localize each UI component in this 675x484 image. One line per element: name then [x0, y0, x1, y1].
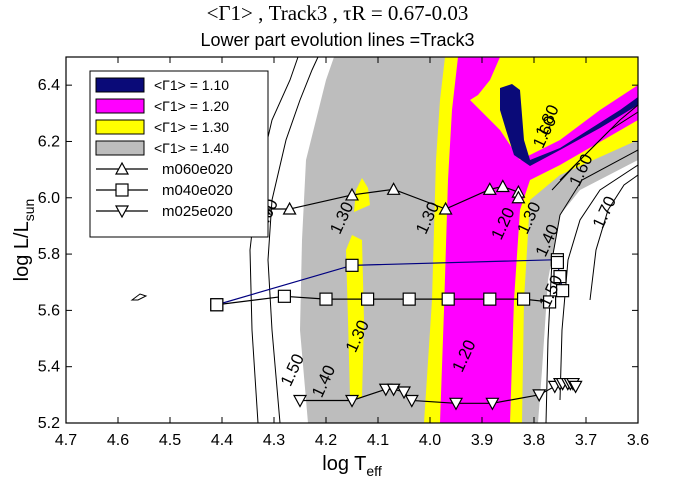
x-tick-label: 4.7	[55, 432, 77, 449]
track-3	[292, 377, 583, 411]
contour-fills	[300, 57, 638, 423]
contour-line-1.70-right	[589, 174, 638, 301]
track-point-square	[319, 292, 333, 306]
track-2	[210, 253, 570, 312]
track-point-square	[441, 292, 455, 306]
x-tick-label: 4.0	[419, 432, 441, 449]
gamma-1.30-island-left	[346, 235, 364, 398]
legend-label: <Γ1> = 1.30	[154, 119, 229, 135]
legend-swatch	[95, 77, 145, 93]
x-tick-label: 3.8	[523, 432, 545, 449]
track-point-triangle-up	[282, 201, 297, 215]
x-tick-label: 4.4	[211, 432, 233, 449]
legend: <Γ1> = 1.10 <Γ1> = 1.20 <Γ1> = 1.30 <Γ1> = …	[89, 70, 269, 238]
y-tick-label: 5.4	[38, 359, 60, 376]
x-axis-label-sub: eff	[366, 463, 381, 479]
chart-subtitle: Lower part evolution lines =Track3	[200, 30, 475, 50]
track-point-triangle-up	[511, 190, 526, 204]
x-axis-label-main: log T	[322, 453, 366, 475]
track-point-triangle-down	[344, 394, 360, 408]
track-point-triangle-up	[386, 182, 401, 195]
x-tick-label: 4.5	[159, 432, 181, 449]
track-point-square	[542, 295, 557, 309]
track-point-triangle-up	[482, 182, 497, 195]
track-point-triangle-up	[438, 201, 453, 215]
chart-title: <Γ1> , Track3 , τR = 0.67-0.03	[206, 1, 469, 25]
legend-swatch	[95, 98, 145, 114]
x-tick-label: 3.9	[471, 432, 493, 449]
track-point-square	[115, 183, 129, 197]
x-tick-label: 4.1	[367, 432, 389, 449]
track-point-triangle-up	[344, 187, 360, 201]
gamma-1.10-region	[500, 84, 638, 166]
x-tick-label: 3.7	[575, 432, 597, 449]
contour-line-1.50-right	[545, 149, 638, 423]
y-axis-label-main: log L/L	[11, 221, 33, 281]
track-point-square	[555, 284, 570, 298]
y-tick-label: 5.2	[38, 415, 60, 432]
legend-label: <Γ1> = 1.10	[154, 77, 229, 93]
track-point-square	[553, 270, 567, 284]
track-point-triangle-down	[532, 389, 547, 403]
x-tick-label: 4.6	[107, 432, 129, 449]
gamma-1.30-island-top	[354, 178, 370, 212]
plot-frame	[65, 56, 639, 424]
track-point-square	[210, 298, 224, 312]
x-tick-label: 4.3	[263, 432, 285, 449]
track-point-square	[483, 292, 497, 306]
track-point-triangle-down	[485, 397, 500, 411]
legend-swatch	[95, 119, 145, 135]
legend-label: <Γ1> = 1.20	[154, 98, 229, 114]
track-point-triangle-down	[396, 386, 412, 400]
x-axis-label: log Teff	[322, 453, 382, 479]
track-point-triangle-down	[292, 394, 308, 408]
y-tick-label: 6.4	[38, 77, 60, 94]
track-point-square	[277, 289, 291, 303]
track-point-triangle-down	[568, 380, 583, 394]
y-axis-label: log L/Lsun	[11, 199, 37, 282]
track-point-triangle-down	[404, 394, 419, 408]
track-point-triangle-down	[114, 205, 130, 219]
track-point-triangle-up	[495, 179, 510, 193]
legend-label: m040e020	[162, 182, 233, 199]
y-tick-label: 5.8	[38, 246, 60, 263]
gamma-1.20-band	[440, 57, 638, 423]
x-axis: 4.7 4.6 4.5 4.4 4.3 4.2 4.1 4.0 3.9 3.8 3.7 3.6	[55, 57, 649, 449]
legend-label: m025e020	[162, 203, 233, 220]
track-point-square	[402, 292, 416, 306]
track-point-square	[516, 292, 531, 306]
y-axis: 5.2 5.4 5.6 5.8 6.0 6.2 6.4	[38, 77, 638, 432]
track-point-square	[550, 255, 565, 270]
y-tick-label: 6.2	[38, 133, 60, 150]
x-tick-label: 3.6	[627, 432, 649, 449]
track-point-triangle-up	[114, 161, 130, 175]
contour-line-small-loop	[130, 293, 148, 301]
track-point-triangle-down	[386, 383, 401, 397]
x-tick-label: 4.2	[315, 432, 337, 449]
contour-line-1.50	[267, 57, 319, 423]
legend-label: <Γ1> = 1.40	[154, 140, 229, 156]
contour-line-1.60-right	[559, 164, 638, 401]
contour-line-inner-right	[551, 111, 638, 191]
legend-label: m060e020	[162, 161, 233, 178]
y-tick-label: 5.6	[38, 302, 60, 319]
track-point-square	[361, 292, 375, 306]
y-tick-label: 6.0	[38, 190, 60, 207]
legend-swatch	[95, 140, 145, 156]
track-point-triangle-down	[448, 397, 464, 411]
y-axis-label-sub: sun	[21, 199, 37, 222]
track-point-square	[345, 258, 359, 272]
